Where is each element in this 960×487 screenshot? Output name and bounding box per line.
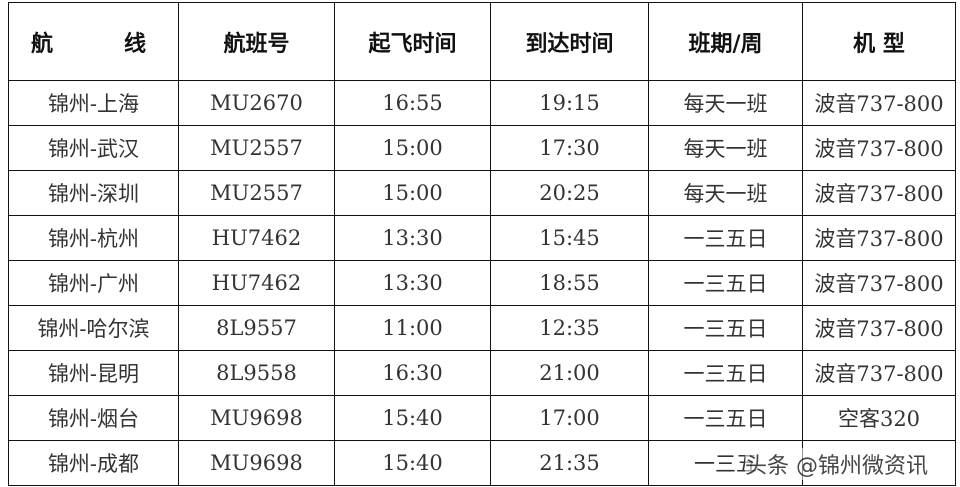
header-depart: 起飞时间 bbox=[334, 2, 491, 81]
cell-flight: HU7462 bbox=[178, 215, 335, 261]
table-row: 锦州-哈尔滨 8L9557 11:00 12:35 一三五日 波音737-800 bbox=[8, 305, 956, 351]
cell-arrive: 17:00 bbox=[490, 395, 649, 441]
table-row: 锦州-昆明 8L9558 16:30 21:00 一三五日 波音737-800 bbox=[8, 350, 956, 396]
cell-depart: 16:55 bbox=[334, 80, 491, 126]
table-row: 锦州-杭州 HU7462 13:30 15:45 一三五日 波音737-800 bbox=[8, 215, 956, 261]
header-aircraft: 机 型 bbox=[802, 2, 956, 81]
table-row: 锦州-深圳 MU2557 15:00 20:25 每天一班 波音737-800 bbox=[8, 170, 956, 216]
cell-flight: MU2670 bbox=[178, 80, 335, 126]
cell-aircraft: 波音737-800 bbox=[802, 215, 956, 261]
cell-flight: 8L9557 bbox=[178, 305, 335, 351]
cell-aircraft: 波音737-800 bbox=[802, 260, 956, 306]
cell-schedule: 一三五日 bbox=[648, 350, 803, 396]
header-schedule: 班期/周 bbox=[648, 2, 803, 81]
cell-flight: HU7462 bbox=[178, 260, 335, 306]
cell-depart: 15:00 bbox=[334, 170, 491, 216]
table-row: 锦州-烟台 MU9698 15:40 17:00 一三五日 空客320 bbox=[8, 395, 956, 441]
cell-aircraft: 波音737-800 bbox=[802, 350, 956, 396]
cell-schedule: 每天一班 bbox=[648, 80, 803, 126]
cell-schedule: 一三五日 bbox=[648, 260, 803, 306]
cell-arrive: 20:25 bbox=[490, 170, 649, 216]
cell-arrive: 21:35 bbox=[490, 440, 649, 486]
cell-flight: MU9698 bbox=[178, 440, 335, 486]
header-route-a: 航 bbox=[31, 30, 54, 57]
cell-schedule: 每天一班 bbox=[648, 125, 803, 171]
cell-arrive: 18:55 bbox=[490, 260, 649, 306]
flight-schedule-table: 航线 航班号 起飞时间 到达时间 班期/周 机 型 锦州-上海 MU2670 16:… bbox=[8, 2, 956, 486]
cell-aircraft: 波音737-800 bbox=[802, 125, 956, 171]
header-flight: 航班号 bbox=[178, 2, 335, 81]
cell-arrive: 15:45 bbox=[490, 215, 649, 261]
cell-depart: 13:30 bbox=[334, 260, 491, 306]
cell-arrive: 17:30 bbox=[490, 125, 649, 171]
cell-arrive: 21:00 bbox=[490, 350, 649, 396]
cell-route: 锦州-昆明 bbox=[8, 350, 179, 396]
cell-route: 锦州-深圳 bbox=[8, 170, 179, 216]
cell-schedule: 一三五日 bbox=[648, 395, 803, 441]
cell-depart: 13:30 bbox=[334, 215, 491, 261]
cell-depart: 15:40 bbox=[334, 440, 491, 486]
table-row: 锦州-武汉 MU2557 15:00 17:30 每天一班 波音737-800 bbox=[8, 125, 956, 171]
cell-flight: 8L9558 bbox=[178, 350, 335, 396]
cell-aircraft: 空客320 bbox=[802, 395, 956, 441]
table-row: 锦州-上海 MU2670 16:55 19:15 每天一班 波音737-800 bbox=[8, 80, 956, 126]
cell-flight: MU2557 bbox=[178, 125, 335, 171]
cell-route: 锦州-广州 bbox=[8, 260, 179, 306]
cell-aircraft: 波音737-800 bbox=[802, 80, 956, 126]
cell-depart: 15:00 bbox=[334, 125, 491, 171]
cell-schedule: 一三五日 bbox=[648, 305, 803, 351]
cell-aircraft: 波音737-800 bbox=[802, 305, 956, 351]
table-row: 锦州-广州 HU7462 13:30 18:55 一三五日 波音737-800 bbox=[8, 260, 956, 306]
watermark: 头条 @锦州微资讯 bbox=[745, 448, 928, 480]
cell-route: 锦州-哈尔滨 bbox=[8, 305, 179, 351]
cell-depart: 15:40 bbox=[334, 395, 491, 441]
cell-aircraft: 波音737-800 bbox=[802, 170, 956, 216]
header-route: 航线 bbox=[8, 2, 179, 81]
cell-flight: MU2557 bbox=[178, 170, 335, 216]
cell-route: 锦州-烟台 bbox=[8, 395, 179, 441]
cell-route: 锦州-武汉 bbox=[8, 125, 179, 171]
cell-depart: 11:00 bbox=[334, 305, 491, 351]
cell-schedule: 每天一班 bbox=[648, 170, 803, 216]
cell-arrive: 19:15 bbox=[490, 80, 649, 126]
cell-flight: MU9698 bbox=[178, 395, 335, 441]
cell-arrive: 12:35 bbox=[490, 305, 649, 351]
header-route-b: 线 bbox=[123, 30, 146, 57]
cell-route: 锦州-上海 bbox=[8, 80, 179, 126]
cell-route: 锦州-杭州 bbox=[8, 215, 179, 261]
cell-schedule: 一三五日 bbox=[648, 215, 803, 261]
cell-route: 锦州-成都 bbox=[8, 440, 179, 486]
header-arrive: 到达时间 bbox=[490, 2, 649, 81]
cell-depart: 16:30 bbox=[334, 350, 491, 396]
header-row: 航线 航班号 起飞时间 到达时间 班期/周 机 型 bbox=[8, 2, 956, 81]
